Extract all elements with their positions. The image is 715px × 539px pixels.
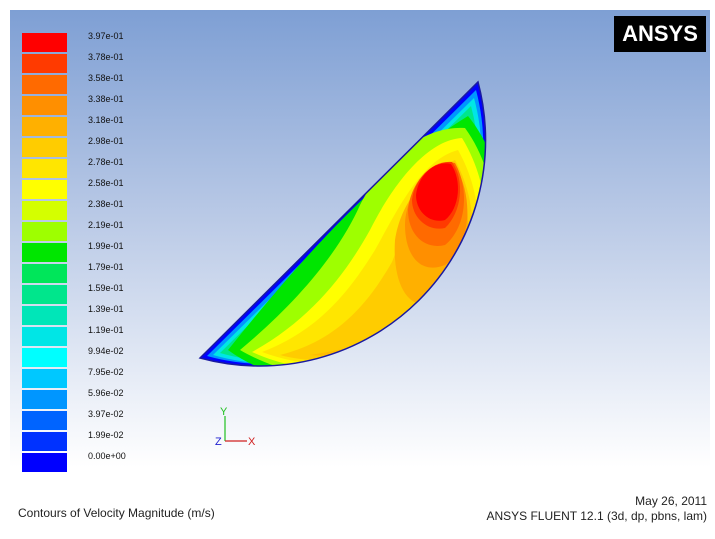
- legend-swatch: [22, 180, 67, 199]
- legend-label: 3.78e-01: [88, 52, 124, 62]
- legend-swatch: [22, 96, 67, 115]
- legend-label: 1.79e-01: [88, 262, 124, 272]
- solver-info: ANSYS FLUENT 12.1 (3d, dp, pbns, lam): [486, 509, 707, 523]
- legend-label: 2.38e-01: [88, 199, 124, 209]
- legend-swatch: [22, 411, 67, 430]
- axis-triad: Y Z X: [215, 406, 256, 448]
- legend-label: 1.19e-01: [88, 325, 124, 335]
- legend-label: 3.18e-01: [88, 115, 124, 125]
- x-axis-label: X: [248, 436, 256, 448]
- legend-swatch: [22, 243, 67, 262]
- plot-date: May 26, 2011: [635, 494, 707, 508]
- legend-swatch: [22, 201, 67, 220]
- legend-swatch: [22, 159, 67, 178]
- plot-info: May 26, 2011 ANSYS FLUENT 12.1 (3d, dp, …: [486, 494, 707, 524]
- legend-label: 0.00e+00: [88, 451, 126, 461]
- legend-label: 9.94e-02: [88, 346, 124, 356]
- legend-swatch: [22, 33, 67, 52]
- z-axis-label: Z: [215, 436, 222, 448]
- legend-label: 3.97e-01: [88, 31, 124, 41]
- legend-label: 1.99e-01: [88, 241, 124, 251]
- legend-swatch: [22, 306, 67, 325]
- legend-swatch: [22, 390, 67, 409]
- legend-label: 1.39e-01: [88, 304, 124, 314]
- legend-label: 2.58e-01: [88, 178, 124, 188]
- legend-swatch: [22, 264, 67, 283]
- plot-title: Contours of Velocity Magnitude (m/s): [18, 506, 215, 520]
- legend-label: 2.19e-01: [88, 220, 124, 230]
- legend-swatch: [22, 327, 67, 346]
- legend-swatch: [22, 54, 67, 73]
- legend-label: 2.98e-01: [88, 136, 124, 146]
- y-axis-label: Y: [220, 406, 228, 418]
- legend-label: 3.38e-01: [88, 94, 124, 104]
- legend-label: 1.99e-02: [88, 430, 124, 440]
- legend-swatch: [22, 117, 67, 136]
- legend-swatch: [22, 138, 67, 157]
- legend-swatch: [22, 453, 67, 472]
- legend-label: 3.97e-02: [88, 409, 124, 419]
- legend-swatch: [22, 285, 67, 304]
- legend-label: 3.58e-01: [88, 73, 124, 83]
- legend-swatch: [22, 222, 67, 241]
- legend-label: 5.96e-02: [88, 388, 124, 398]
- legend-swatch: [22, 432, 67, 451]
- legend-swatch: [22, 348, 67, 367]
- legend-swatch: [22, 369, 67, 388]
- ansys-logo: ANSYS: [614, 16, 706, 52]
- legend-label: 1.59e-01: [88, 283, 124, 293]
- legend-swatch: [22, 75, 67, 94]
- legend-label: 2.78e-01: [88, 157, 124, 167]
- legend-label: 7.95e-02: [88, 367, 124, 377]
